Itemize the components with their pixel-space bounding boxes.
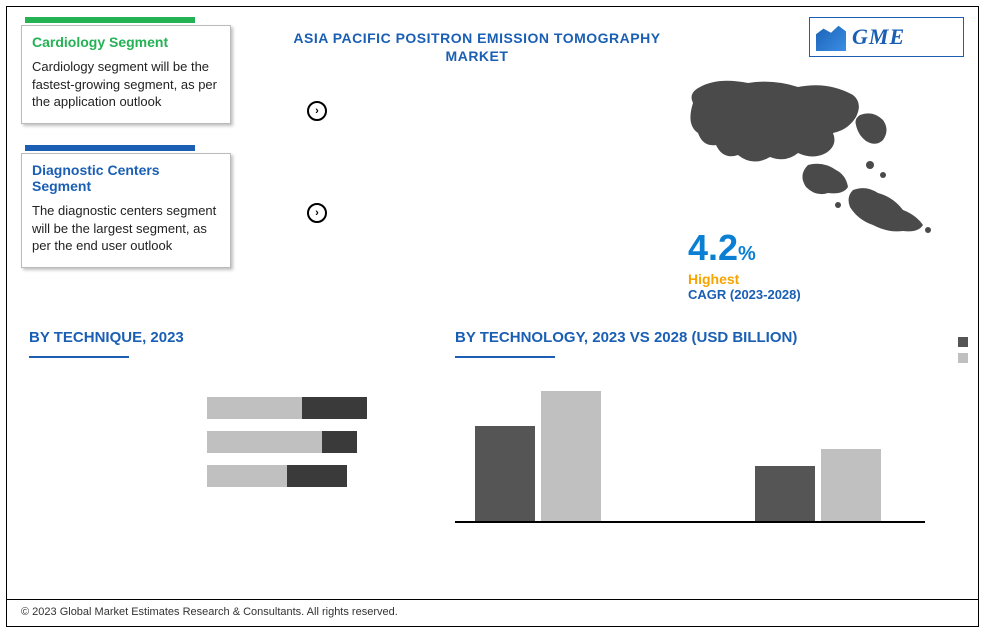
vbar-2023 [755,466,815,521]
cagr-percent-sign: % [738,243,756,265]
cagr-highest-label: Highest [688,271,888,287]
footer-divider [7,599,978,600]
legend-swatch-2028 [958,353,968,363]
hbar-seg-dark [287,465,347,487]
hbar-row [207,397,407,419]
vbar-2028 [821,449,881,521]
cagr-period: CAGR (2023-2028) [688,287,888,302]
hbar-seg-light [207,431,322,453]
hbar-seg-dark [302,397,367,419]
technology-bar-chart [455,375,925,545]
vbar-2023 [475,426,535,521]
underline [29,356,129,358]
card1-title: Cardiology Segment [32,34,220,50]
underline [455,356,555,358]
infographic-frame: Cardiology Segment Cardiology segment wi… [6,6,979,627]
section-title-technique: BY TECHNIQUE, 2023 [29,329,184,358]
legend-swatch-2023 [958,337,968,347]
logo-text: GME [852,24,905,50]
bullet-icon: › [307,101,327,121]
copyright-text: © 2023 Global Market Estimates Research … [21,606,398,618]
card-cardiology: Cardiology Segment Cardiology segment wi… [21,25,231,124]
bullet-icon: › [307,203,327,223]
card2-body: The diagnostic centers segment will be t… [32,202,220,255]
hbar-row [207,431,407,453]
vbar-2028 [541,391,601,521]
chart-baseline [455,521,925,523]
asia-pacific-map [678,75,948,235]
cagr-value: 4.2 [688,227,738,268]
page-title: ASIA PACIFIC POSITRON EMISSION TOMOGRAPH… [287,29,667,65]
logo-bars-icon [816,23,846,51]
hbar-seg-dark [322,431,357,453]
hbar-seg-light [207,465,287,487]
section-a-text: BY TECHNIQUE, 2023 [29,329,184,346]
hbar-row [207,465,407,487]
card1-body: Cardiology segment will be the fastest-g… [32,58,220,111]
card1-accent-bar [25,17,195,23]
section-b-text: BY TECHNOLOGY, 2023 VS 2028 (USD BILLION… [455,329,797,346]
section-title-technology: BY TECHNOLOGY, 2023 VS 2028 (USD BILLION… [455,329,797,358]
card2-title: Diagnostic Centers Segment [32,162,220,194]
gme-logo: GME [809,17,964,57]
hbar-seg-light [207,397,302,419]
cagr-block: 4.2% Highest CAGR (2023-2028) [688,227,888,302]
technique-hbar-chart [207,397,407,499]
card-diagnostic-centers: Diagnostic Centers Segment The diagnosti… [21,153,231,268]
card2-accent-bar [25,145,195,151]
